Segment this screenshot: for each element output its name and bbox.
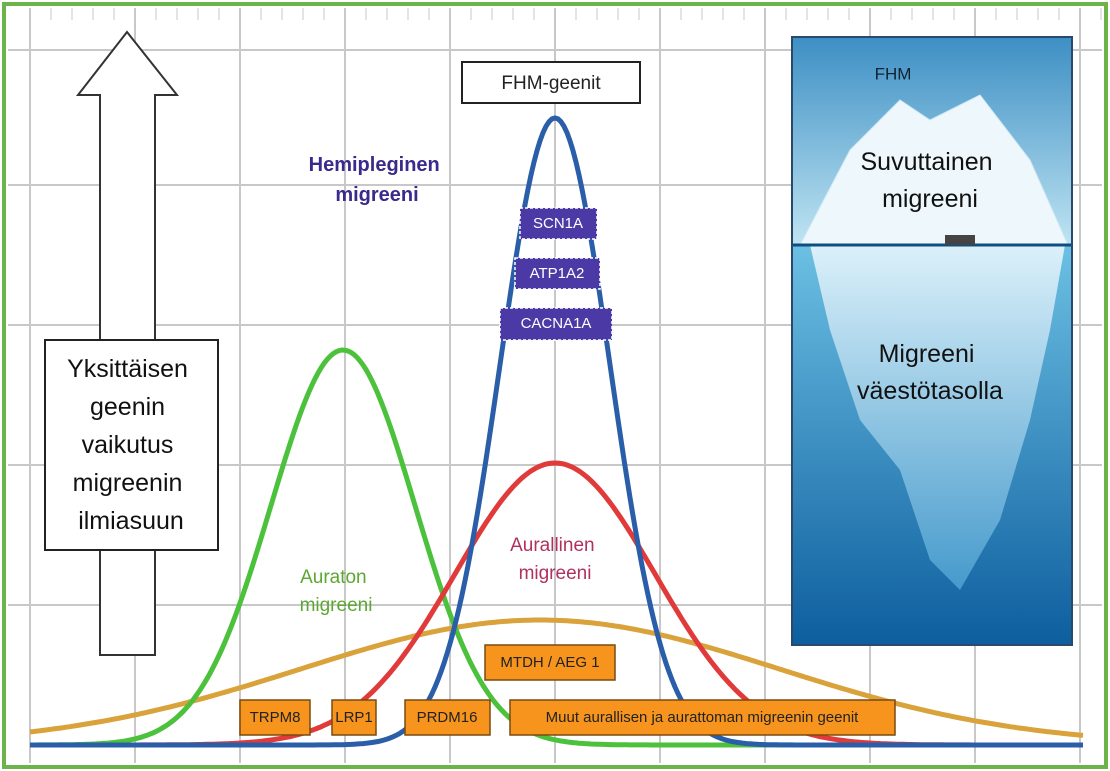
iceberg-tip: FHM xyxy=(875,64,912,83)
gene-label: LRP1 xyxy=(335,709,373,726)
gene-label: PRDM16 xyxy=(417,709,478,726)
gene-label: TRPM8 xyxy=(250,709,301,726)
gene-label: Muut aurallisen ja aurattoman migreenin … xyxy=(546,709,860,726)
gene-label: ATP1A2 xyxy=(530,265,585,282)
diagram: Yksittäisen geenin vaikutus migreenin il… xyxy=(0,0,1110,771)
fhm-genes: FHM-geenit xyxy=(501,73,601,94)
arrow-label: Yksittäisen geenin vaikutus migreenin il… xyxy=(67,355,195,535)
gene-label: SCN1A xyxy=(533,215,583,232)
gene-label: MTDH / AEG 1 xyxy=(500,654,599,671)
gene-label: CACNA1A xyxy=(521,315,592,332)
